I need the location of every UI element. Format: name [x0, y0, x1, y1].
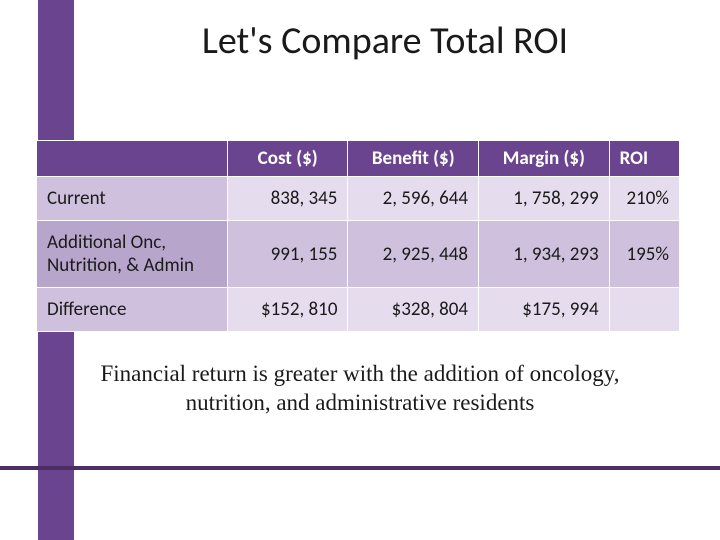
row-label: Difference	[37, 288, 228, 332]
roi-table: Cost ($) Benefit ($) Margin ($) ROI Curr…	[36, 140, 680, 332]
table-row: Additional Onc, Nutrition, & Admin 991, …	[37, 221, 680, 288]
slide-caption: Financial return is greater with the add…	[70, 360, 650, 418]
table-row: Difference $152, 810 $328, 804 $175, 994	[37, 288, 680, 332]
cell-margin: 1, 934, 293	[479, 221, 610, 288]
cell-margin: $175, 994	[479, 288, 610, 332]
table-header-cost: Cost ($)	[227, 141, 348, 177]
cell-cost: 991, 155	[227, 221, 348, 288]
cell-benefit: $328, 804	[348, 288, 479, 332]
table-header-blank	[37, 141, 228, 177]
cell-roi: 210%	[609, 177, 679, 221]
roi-table-container: Cost ($) Benefit ($) Margin ($) ROI Curr…	[36, 140, 680, 332]
table-header-row: Cost ($) Benefit ($) Margin ($) ROI	[37, 141, 680, 177]
cell-benefit: 2, 925, 448	[348, 221, 479, 288]
table-row: Current 838, 345 2, 596, 644 1, 758, 299…	[37, 177, 680, 221]
row-label: Additional Onc, Nutrition, & Admin	[37, 221, 228, 288]
cell-margin: 1, 758, 299	[479, 177, 610, 221]
table-header-benefit: Benefit ($)	[348, 141, 479, 177]
table-header-margin: Margin ($)	[479, 141, 610, 177]
cell-benefit: 2, 596, 644	[348, 177, 479, 221]
cell-cost: 838, 345	[227, 177, 348, 221]
table-header-roi: ROI	[609, 141, 679, 177]
slide-bottom-rule	[0, 466, 720, 470]
row-label: Current	[37, 177, 228, 221]
cell-cost: $152, 810	[227, 288, 348, 332]
cell-roi: 195%	[609, 221, 679, 288]
slide-title: Let's Compare Total ROI	[90, 18, 680, 64]
cell-roi	[609, 288, 679, 332]
